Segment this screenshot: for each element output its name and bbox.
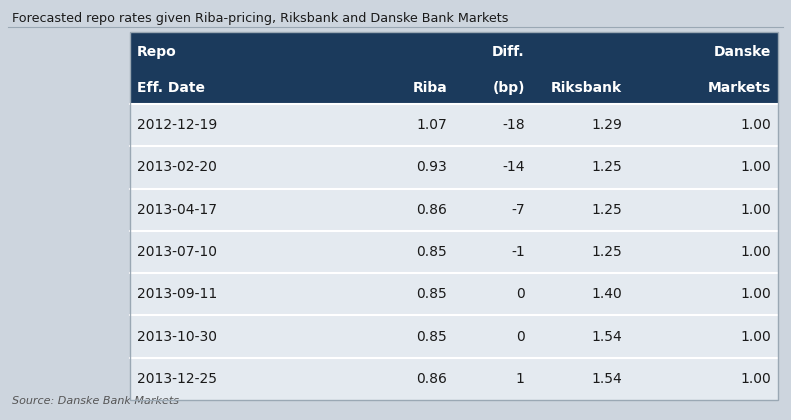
Text: 1.25: 1.25 — [591, 203, 622, 217]
Text: -7: -7 — [511, 203, 524, 217]
Bar — [130, 231, 778, 273]
Text: 1.40: 1.40 — [591, 287, 622, 301]
Text: 0.85: 0.85 — [416, 245, 447, 259]
Bar — [130, 273, 778, 315]
Text: Riba: Riba — [412, 81, 447, 95]
Text: -18: -18 — [502, 118, 524, 132]
Text: 1.00: 1.00 — [740, 372, 771, 386]
Text: 0.85: 0.85 — [416, 287, 447, 301]
Text: 0.86: 0.86 — [416, 372, 447, 386]
Bar — [130, 189, 778, 231]
Text: 1.00: 1.00 — [740, 287, 771, 301]
Text: 2012-12-19: 2012-12-19 — [137, 118, 218, 132]
Text: 2013-09-11: 2013-09-11 — [137, 287, 218, 301]
Text: 0.86: 0.86 — [416, 203, 447, 217]
Text: 2013-07-10: 2013-07-10 — [137, 245, 217, 259]
Text: Markets: Markets — [708, 81, 771, 95]
Text: Source: Danske Bank Markets: Source: Danske Bank Markets — [12, 396, 179, 406]
Text: 2013-12-25: 2013-12-25 — [137, 372, 217, 386]
Text: -14: -14 — [502, 160, 524, 174]
Text: Riksbank: Riksbank — [551, 81, 622, 95]
Bar — [130, 104, 778, 146]
Bar — [130, 146, 778, 189]
Text: 1.00: 1.00 — [740, 330, 771, 344]
Text: 1.07: 1.07 — [416, 118, 447, 132]
Text: Eff. Date: Eff. Date — [137, 81, 205, 95]
Bar — [130, 32, 778, 104]
Text: Forecasted repo rates given Riba-pricing, Riksbank and Danske Bank Markets: Forecasted repo rates given Riba-pricing… — [12, 12, 509, 25]
Text: 1.00: 1.00 — [740, 160, 771, 174]
Text: Diff.: Diff. — [492, 45, 524, 59]
Text: 1.25: 1.25 — [591, 245, 622, 259]
Text: 0: 0 — [516, 287, 524, 301]
Text: 1.54: 1.54 — [591, 330, 622, 344]
Text: 1.25: 1.25 — [591, 160, 622, 174]
Bar — [130, 32, 778, 400]
Text: 1.00: 1.00 — [740, 245, 771, 259]
Text: 1.00: 1.00 — [740, 118, 771, 132]
Bar — [130, 315, 778, 358]
Text: 1: 1 — [516, 372, 524, 386]
Text: Danske: Danske — [713, 45, 771, 59]
Text: 2013-02-20: 2013-02-20 — [137, 160, 217, 174]
Text: -1: -1 — [511, 245, 524, 259]
Text: (bp): (bp) — [492, 81, 524, 95]
Text: 2013-10-30: 2013-10-30 — [137, 330, 217, 344]
Text: 0.85: 0.85 — [416, 330, 447, 344]
Text: Repo: Repo — [137, 45, 176, 59]
Text: 1.54: 1.54 — [591, 372, 622, 386]
Text: 0.93: 0.93 — [416, 160, 447, 174]
Text: 1.29: 1.29 — [591, 118, 622, 132]
Text: 2013-04-17: 2013-04-17 — [137, 203, 217, 217]
Bar — [130, 358, 778, 400]
Text: 1.00: 1.00 — [740, 203, 771, 217]
Text: 0: 0 — [516, 330, 524, 344]
